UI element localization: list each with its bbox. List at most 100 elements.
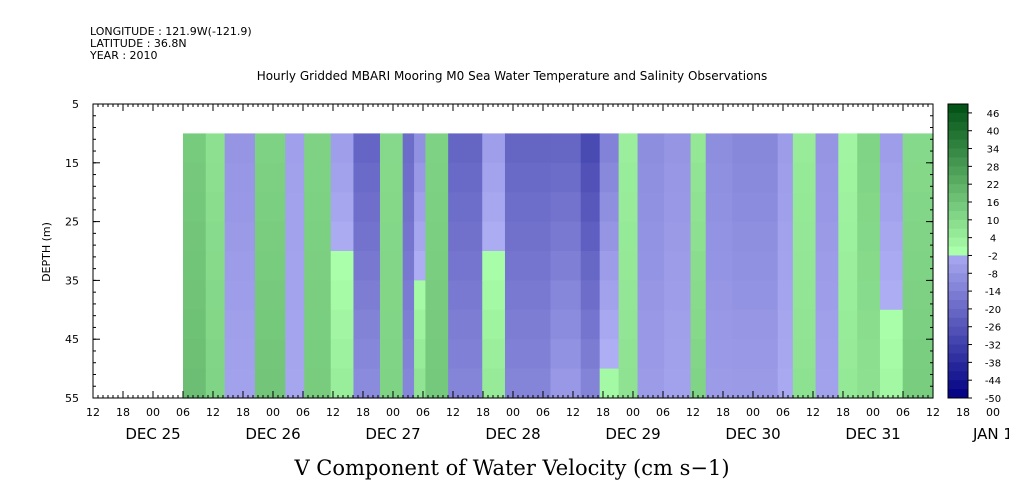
- heatmap-cell: [353, 339, 381, 370]
- x-tick-label: 00: [386, 406, 400, 419]
- heatmap-cell: [482, 192, 506, 223]
- heatmap-cell: [618, 133, 639, 164]
- x-tick-label: 12: [206, 406, 220, 419]
- heatmap-cell: [815, 339, 839, 370]
- heatmap-cell: [550, 221, 582, 252]
- colorbar-bin: [948, 148, 968, 158]
- heatmap-cell: [618, 221, 639, 252]
- colorbar-bin: [948, 308, 968, 319]
- colorbar-label: -32: [985, 341, 1001, 352]
- heatmap-cell: [857, 309, 881, 340]
- heatmap-cell: [504, 162, 552, 193]
- x-tick-label: 12: [326, 406, 340, 419]
- heatmap-cell: [580, 221, 601, 252]
- heatmap-cell: [637, 162, 665, 193]
- heatmap-cell: [224, 133, 256, 164]
- heatmap-cell: [205, 133, 226, 164]
- heatmap-cell: [425, 251, 449, 281]
- heatmap-cell: [637, 133, 665, 164]
- heatmap-cell: [285, 251, 305, 281]
- colorbar-bin: [948, 389, 968, 399]
- heatmap-cell: [304, 309, 332, 340]
- heatmap-cell: [792, 368, 817, 399]
- x-tick-label: 18: [476, 406, 490, 419]
- colorbar-label: 46: [987, 109, 1000, 120]
- heatmap-cell: [482, 221, 506, 252]
- heatmap-cell: [664, 309, 692, 340]
- heatmap-cell: [482, 162, 506, 193]
- heatmap-cell: [550, 133, 582, 164]
- colorbar-label: -20: [985, 305, 1001, 316]
- heatmap-cell: [637, 368, 665, 399]
- heatmap-cell: [379, 280, 404, 311]
- heatmap-cell: [580, 309, 601, 340]
- heatmap-cell: [285, 133, 305, 164]
- heatmap-cell: [379, 221, 404, 252]
- heatmap-cell: [838, 280, 858, 311]
- heatmap-cell: [504, 280, 552, 311]
- heatmap-cell: [838, 162, 858, 193]
- heatmap-cell: [254, 368, 286, 399]
- heatmap-cell: [353, 309, 381, 340]
- heatmap-cell: [857, 280, 881, 311]
- heatmap-cell: [777, 221, 794, 252]
- heatmap-cell: [902, 251, 934, 281]
- heatmap-cell: [792, 339, 817, 370]
- heatmap-cell: [599, 368, 620, 399]
- heatmap-cell: [254, 133, 286, 164]
- colorbar-label: -50: [985, 394, 1001, 405]
- heatmap-cell: [205, 309, 226, 340]
- heatmap-cell: [330, 368, 355, 399]
- heatmap-cell: [690, 162, 707, 193]
- heatmap-cell: [448, 339, 483, 370]
- heatmap-cell: [379, 192, 404, 223]
- heatmap-cell: [504, 368, 552, 399]
- colorbar-label: 10: [987, 216, 1000, 227]
- heatmap-cell: [777, 309, 794, 340]
- heatmap-cell: [777, 280, 794, 311]
- heatmap-cell: [330, 162, 355, 193]
- heatmap-cell: [205, 251, 226, 281]
- colorbar-bin: [948, 362, 968, 372]
- heatmap-cell: [448, 221, 483, 252]
- heatmap-cell: [879, 192, 904, 223]
- heatmap-cell: [285, 309, 305, 340]
- heatmap-cell: [254, 280, 286, 311]
- heatmap-cell: [205, 192, 226, 223]
- heatmap-cell: [183, 221, 207, 252]
- heatmap-cell: [224, 280, 256, 311]
- heatmap-cell: [705, 280, 733, 311]
- heatmap-cell: [504, 339, 552, 370]
- heatmap-cell: [618, 280, 639, 311]
- heatmap-cell: [705, 309, 733, 340]
- x-tick-label: 06: [656, 406, 670, 419]
- colorbar-bin: [948, 326, 968, 337]
- heatmap-cell: [664, 251, 692, 281]
- colorbar-bin: [948, 380, 968, 390]
- heatmap-cell: [448, 280, 483, 311]
- heatmap-cell: [224, 221, 256, 252]
- heatmap-cell: [732, 339, 779, 370]
- heatmap-cell: [664, 280, 692, 311]
- x-date-label: DEC 30: [725, 425, 780, 443]
- colorbar-bin: [948, 210, 968, 221]
- heatmap-cell: [664, 162, 692, 193]
- heatmap-cell: [304, 368, 332, 399]
- x-tick-label: 00: [506, 406, 520, 419]
- heatmap-cell: [902, 162, 934, 193]
- heatmap-cell: [777, 133, 794, 164]
- heatmap-cell: [304, 251, 332, 281]
- heatmap-cell: [599, 251, 620, 281]
- heatmap-cell: [402, 251, 415, 281]
- heatmap-cell: [550, 280, 582, 311]
- colorbar-bin: [948, 344, 968, 354]
- x-axis-label: V Component of Water Velocity (cm s−1): [293, 456, 729, 480]
- heatmap-cell: [705, 192, 733, 223]
- heatmap-cell: [838, 192, 858, 223]
- heatmap-cell: [425, 280, 449, 311]
- heatmap-cell: [857, 339, 881, 370]
- heatmap-cell: [414, 251, 427, 281]
- heatmap-cell: [618, 368, 639, 399]
- heatmap-cell: [857, 251, 881, 281]
- heatmap-cell: [448, 162, 483, 193]
